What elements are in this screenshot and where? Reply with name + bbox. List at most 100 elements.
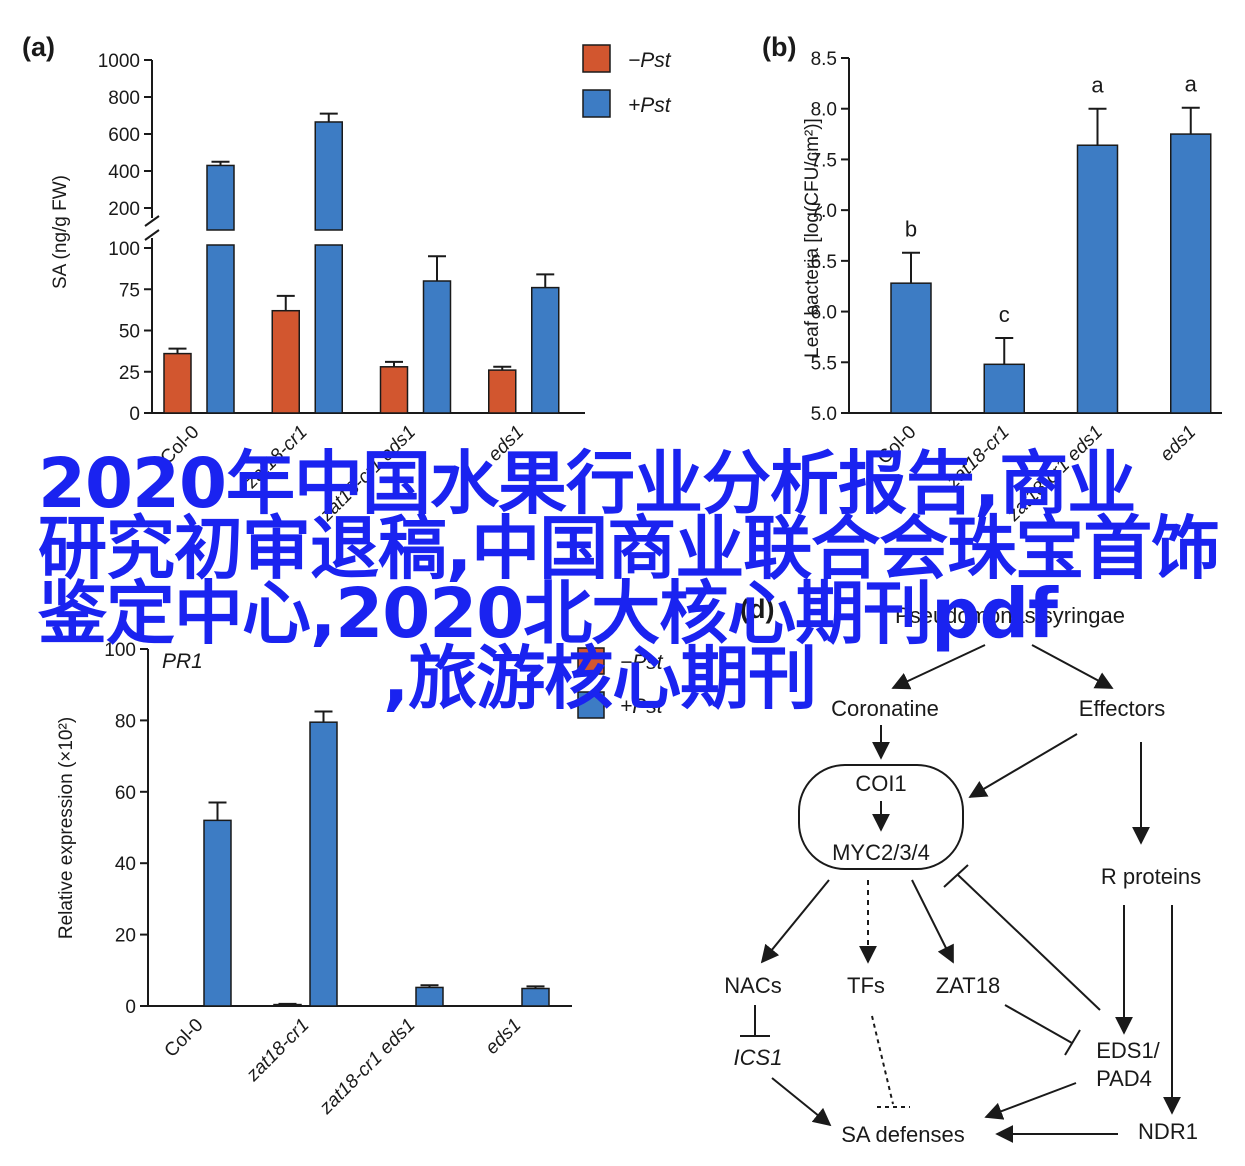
node-ndr1: NDR1 <box>1138 1119 1198 1144</box>
legend-swatch-minus-pst <box>577 647 605 675</box>
bar <box>422 280 452 414</box>
legend-swatch-plus-pst <box>582 89 611 118</box>
x-tick-label: zat18-cr1 eds1 <box>1003 422 1107 526</box>
y-tick-label: 200 <box>108 199 140 220</box>
y-tick-label: 80 <box>115 711 136 732</box>
y-tick-label: 8.0 <box>811 100 837 121</box>
y-tick-label: 800 <box>108 88 140 109</box>
edge-pst-effectors <box>1031 644 1114 689</box>
panel-label-d: (d) <box>740 594 774 624</box>
panel-b-bacteria-chart: (b) Leaf bacteria [log(CFU/cm²)] 5.0 5.5 6… <box>762 32 1222 526</box>
y-tick-label: 60 <box>115 783 136 804</box>
edge-tfs-sa <box>871 1015 894 1105</box>
y-tick-label: 5.0 <box>811 404 837 425</box>
diagram-edges <box>740 644 1181 1143</box>
node-eds1: EDS1/ <box>1096 1038 1160 1063</box>
panel-a-sa-chart: (a) SA (ng/g FW) 0 25 50 75 100 200 400 600 800 1… <box>22 32 672 526</box>
x-tick-label: eds1 <box>484 422 528 466</box>
y-tick-label: 40 <box>115 854 136 875</box>
edge-myc-inhibit-eds1 <box>957 874 1101 1011</box>
bar-upper <box>314 121 343 231</box>
y-axis-label: SA (ng/g FW) <box>50 175 71 289</box>
y-tick-label: 6.0 <box>811 303 837 324</box>
bar <box>531 286 560 414</box>
significance-label: b <box>905 217 917 242</box>
y-tick-label: 0 <box>129 404 140 425</box>
x-tick-label: eds1 <box>482 1015 526 1059</box>
edge-zat18-eds1-bar <box>1064 1029 1081 1056</box>
node-coi1: COI1 <box>855 771 906 796</box>
legend-label-plus-pst: +Pst <box>628 94 672 117</box>
y-tick-label: 100 <box>108 239 140 260</box>
bar <box>488 369 517 414</box>
bar <box>1170 133 1212 414</box>
bars <box>203 710 550 1007</box>
bar-lower <box>206 244 235 414</box>
edge-ics1-sa <box>771 1077 832 1127</box>
y-tick-label: 1000 <box>98 51 140 72</box>
legend-label-minus-pst: −Pst <box>628 49 672 72</box>
node-nacs: NACs <box>724 973 781 998</box>
y-tick-label: 0 <box>125 997 136 1018</box>
node-effectors: Effectors <box>1079 696 1165 721</box>
x-tick-label: zat18-cr1 <box>242 1015 314 1087</box>
y-tick-label: 7.0 <box>811 201 837 222</box>
panel-d-signaling-diagram: (d) Pseudomonas syringae Coronatine Effe… <box>724 594 1201 1147</box>
y-tick-labels: 0 25 50 75 100 200 400 600 800 1000 <box>98 51 140 425</box>
node-r-proteins: R proteins <box>1101 864 1201 889</box>
panel-label-b: (b) <box>762 32 796 62</box>
significance-label: c <box>999 302 1010 327</box>
bar <box>309 721 338 1007</box>
bar-lower <box>314 244 343 414</box>
legend: −Pst +Pst <box>582 44 672 118</box>
y-tick-label: 6.5 <box>811 252 837 273</box>
bar <box>521 987 550 1007</box>
node-zat18: ZAT18 <box>936 973 1000 998</box>
y-tick-label: 8.5 <box>811 49 837 70</box>
x-tick-label: Col-0 <box>874 422 921 469</box>
edge-effectors-coi1 <box>968 733 1078 798</box>
y-tick-label: 400 <box>108 162 140 183</box>
significance-label: a <box>1185 72 1198 97</box>
node-pseudomonas: Pseudomonas syringae <box>895 603 1125 628</box>
coi1-myc-complex <box>798 764 964 870</box>
axis-break-mark <box>144 215 160 227</box>
bar <box>1076 144 1119 414</box>
y-tick-label: 20 <box>115 926 136 947</box>
edge-myc-inhibit-bar <box>943 864 969 888</box>
edge-eds1-sa <box>984 1082 1077 1120</box>
panel-c-pr1-chart: PR1 Relative expression (×10²) 0 20 40 60 80… <box>56 640 664 1119</box>
edge-myc-zat18 <box>911 879 954 964</box>
legend-swatch-plus-pst <box>577 691 605 719</box>
y-tick-label: 5.5 <box>811 353 837 374</box>
bars: b c a a <box>890 72 1212 414</box>
x-tick-label: Col-0 <box>161 1015 208 1062</box>
node-sa-defenses: SA defenses <box>841 1122 965 1147</box>
legend-label-plus-pst: +Pst <box>620 695 664 718</box>
y-tick-label: 100 <box>104 640 136 661</box>
y-tick-label: 7.5 <box>811 150 837 171</box>
y-tick-label: 600 <box>108 125 140 146</box>
x-tick-label: zat18-cr1 <box>240 422 312 494</box>
x-tick-label: zat18-cr1 eds1 <box>315 1015 419 1119</box>
bar <box>890 282 932 414</box>
y-tick-label: 25 <box>119 363 140 384</box>
significance-label: a <box>1091 73 1104 98</box>
node-pad4: PAD4 <box>1096 1066 1152 1091</box>
edge-myc-nacs <box>760 879 830 964</box>
y-axis-label: Leaf bacteria [log(CFU/cm²)] <box>802 118 823 358</box>
node-tfs: TFs <box>847 973 885 998</box>
bar <box>203 819 232 1007</box>
bar-upper <box>206 164 235 231</box>
legend-label-minus-pst: −Pst <box>620 651 664 674</box>
legend-swatch-minus-pst <box>582 44 611 73</box>
bar <box>379 366 409 414</box>
x-tick-label: eds1 <box>1156 422 1200 466</box>
y-tick-label: 50 <box>119 322 140 343</box>
node-myc: MYC2/3/4 <box>832 840 930 865</box>
chart-title: PR1 <box>162 650 203 673</box>
x-tick-label: Col-0 <box>157 422 204 469</box>
